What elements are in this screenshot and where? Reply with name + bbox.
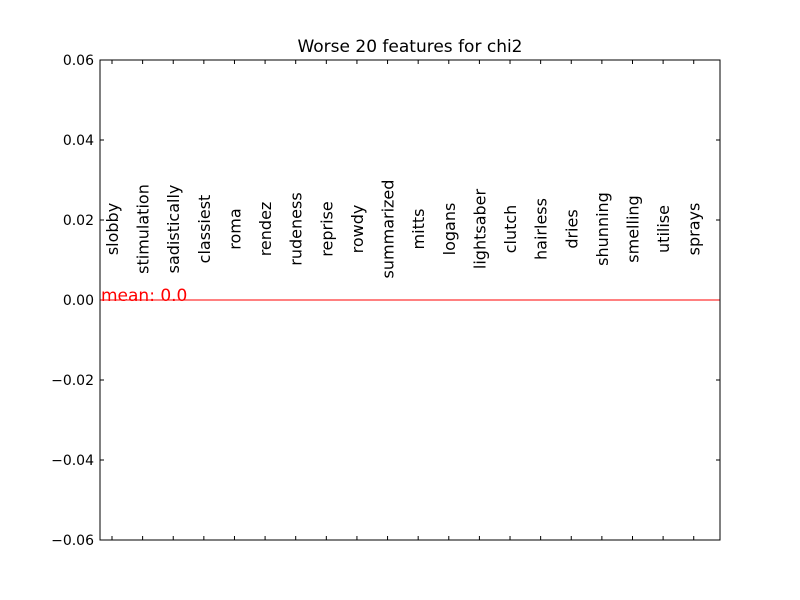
feature-label: rudeness xyxy=(287,192,306,265)
feature-label: stimulation xyxy=(134,184,153,274)
feature-label: classiest xyxy=(195,195,214,264)
feature-label: hairless xyxy=(532,198,551,260)
y-tick-label: 0.04 xyxy=(63,133,94,149)
feature-label: slobby xyxy=(103,203,122,255)
plot-frame xyxy=(99,59,721,541)
y-tick-label: −0.06 xyxy=(51,533,94,549)
feature-label: roma xyxy=(225,208,244,249)
feature-label: utilise xyxy=(654,205,673,253)
feature-label: lightsaber xyxy=(470,188,489,269)
feature-label: sprays xyxy=(685,203,704,256)
feature-label: summarized xyxy=(379,180,398,279)
feature-label: dries xyxy=(562,209,581,248)
feature-label: mitts xyxy=(409,209,428,250)
y-tick-label: −0.04 xyxy=(51,453,94,469)
feature-label: shunning xyxy=(593,192,612,266)
feature-label: sadistically xyxy=(164,185,183,274)
mean-label: mean: 0.0 xyxy=(101,286,187,306)
feature-label: logans xyxy=(440,203,459,256)
y-tick-label: 0.00 xyxy=(63,293,94,309)
feature-label: smelling xyxy=(623,195,642,262)
feature-labels-layer: slobby stimulation sadistically classiest ro… xyxy=(103,180,704,279)
feature-label: reprise xyxy=(317,201,336,256)
y-tick-label: −0.02 xyxy=(51,373,94,389)
chart-title: Worse 20 features for chi2 xyxy=(297,37,522,57)
feature-label: rowdy xyxy=(348,205,367,254)
feature-label: clutch xyxy=(501,205,520,254)
y-tick-label: 0.06 xyxy=(63,53,94,69)
feature-label: rendez xyxy=(256,202,275,257)
y-tick-label: 0.02 xyxy=(63,213,94,229)
